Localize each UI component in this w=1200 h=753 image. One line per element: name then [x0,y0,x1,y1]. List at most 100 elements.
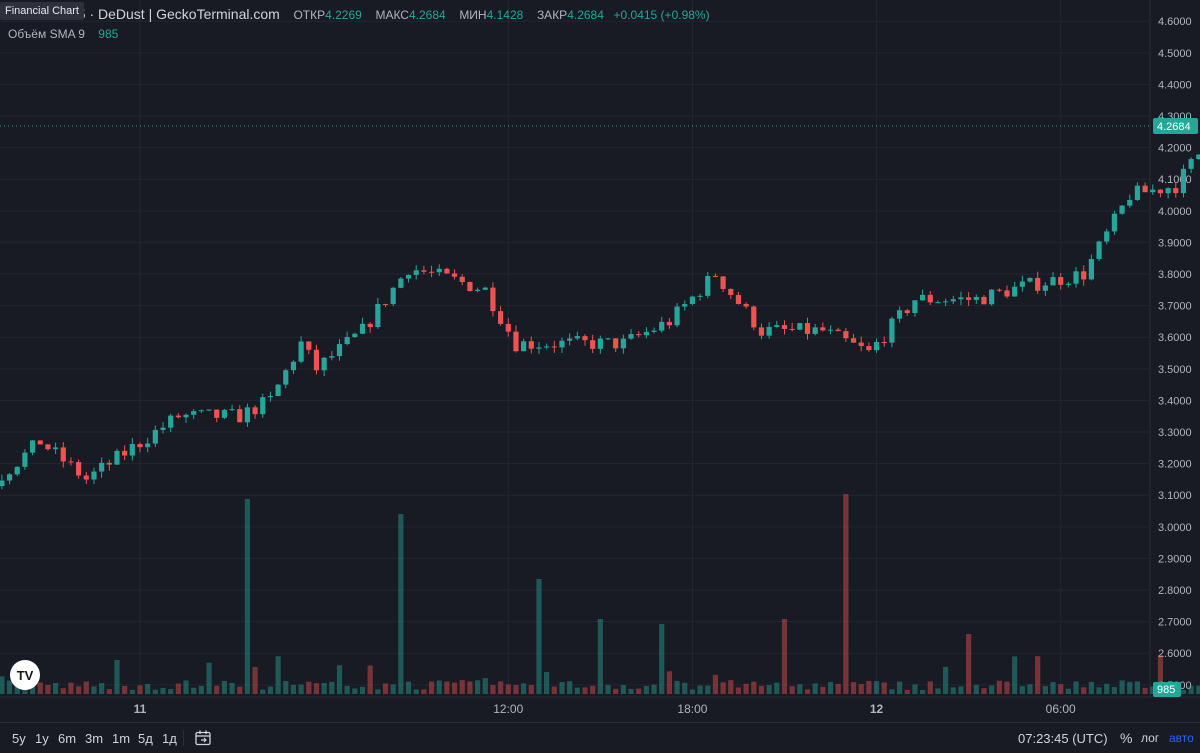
candle-body [267,396,274,398]
candle-body [53,447,59,450]
candle-body [490,287,496,312]
volume-bar [927,681,933,694]
volume-bar [267,686,274,694]
volume-bar [237,686,243,694]
candle-body [444,268,450,274]
candle-body [283,370,289,385]
volume-bar [597,619,603,694]
range-3m-button[interactable]: 3m [85,731,104,746]
candle-body [451,273,458,277]
candle-body [628,334,634,339]
candle-body [712,275,719,277]
range-6m-button[interactable]: 6m [58,731,77,746]
candle-body [751,306,757,328]
percent-scale-button[interactable]: % [1120,730,1133,746]
candle-body [198,410,204,412]
volume-bar [605,684,611,694]
candle-body [536,347,542,349]
range-5d-button[interactable]: 5д [138,731,153,746]
volume-bar [843,494,849,694]
candle-body [797,323,803,330]
range-1m-button[interactable]: 1m [112,731,131,746]
volume-bar [651,684,657,694]
y-tick-label: 2.7000 [1158,617,1192,629]
symbol-title: 15 · DeDust | GeckoTerminal.com [70,6,280,22]
candle-body [1134,185,1141,201]
utc-clock[interactable]: 07:23:45 (UTC) [1018,731,1108,746]
candle-body [459,276,465,282]
candle-body [37,440,43,445]
candle-body [1142,185,1148,193]
candle-body [989,289,995,305]
candle-body [375,303,381,328]
candle-body [1165,188,1171,194]
candle-body [981,296,987,305]
candle-body [697,295,703,297]
volume-bar [198,685,204,694]
volume-bar [474,680,481,694]
candle-body [804,323,811,334]
y-tick-label: 3.8000 [1158,269,1192,281]
volume-bar [1042,686,1048,694]
x-tick-label: 18:00 [677,702,707,716]
volume-bar [76,686,82,694]
volume-bar [674,680,680,694]
volume-label: Объём [8,27,47,41]
open-value: 4.2269 [325,8,362,22]
candle-body [513,331,519,352]
volume-bar [712,674,719,694]
y-tick-label: 4.4000 [1158,79,1192,91]
calendar-goto-icon[interactable] [194,729,212,747]
candle-body [405,274,412,279]
candle-body [705,275,711,296]
range-5y-button[interactable]: 5y [12,731,26,746]
range-1d-button[interactable]: 1д [162,731,177,746]
candle-body [743,303,749,307]
candle-body [1111,213,1118,232]
candle-body [436,268,442,273]
volume-bar [935,688,941,694]
auto-scale-button[interactable]: авто [1169,731,1194,745]
candle-body [643,331,649,336]
candle-body [76,462,82,476]
candle-body [889,318,895,343]
volume-bar [567,681,573,694]
volume-legend[interactable]: Объём SMA 9 985 [8,27,118,41]
candle-body [1196,154,1200,160]
candle-body [958,297,964,300]
y-tick-label: 3.5000 [1158,364,1192,376]
volume-bar [943,666,949,694]
candle-body [214,409,220,418]
log-scale-button[interactable]: лог [1141,731,1160,745]
volume-bar [1081,687,1087,694]
tradingview-logo-icon[interactable]: TV [10,660,40,690]
volume-bar [375,689,381,694]
volume-bar [221,680,227,694]
volume-bar [229,682,235,694]
volume-bar [1119,680,1125,694]
volume-bar [582,687,588,694]
volume-bar [60,688,66,694]
candle-body [528,341,534,349]
candle-body [950,299,956,302]
volume-bar [106,689,112,694]
candle-body [229,409,235,411]
candle-body [666,321,673,326]
volume-bar [53,682,59,694]
volume-bar [290,684,297,694]
candle-body [290,361,297,371]
volume-bar [413,689,419,694]
volume-bar [689,689,696,694]
volume-bar [544,672,550,694]
volume-bar [313,683,320,694]
volume-bar [145,684,151,694]
volume-bar [29,686,36,694]
volume-bar [306,681,312,694]
candle-body [122,450,128,456]
volume-bar [214,685,220,694]
candle-body [60,447,66,462]
candle-body [812,327,818,334]
volume-bar [152,689,158,694]
range-1y-button[interactable]: 1y [35,731,49,746]
